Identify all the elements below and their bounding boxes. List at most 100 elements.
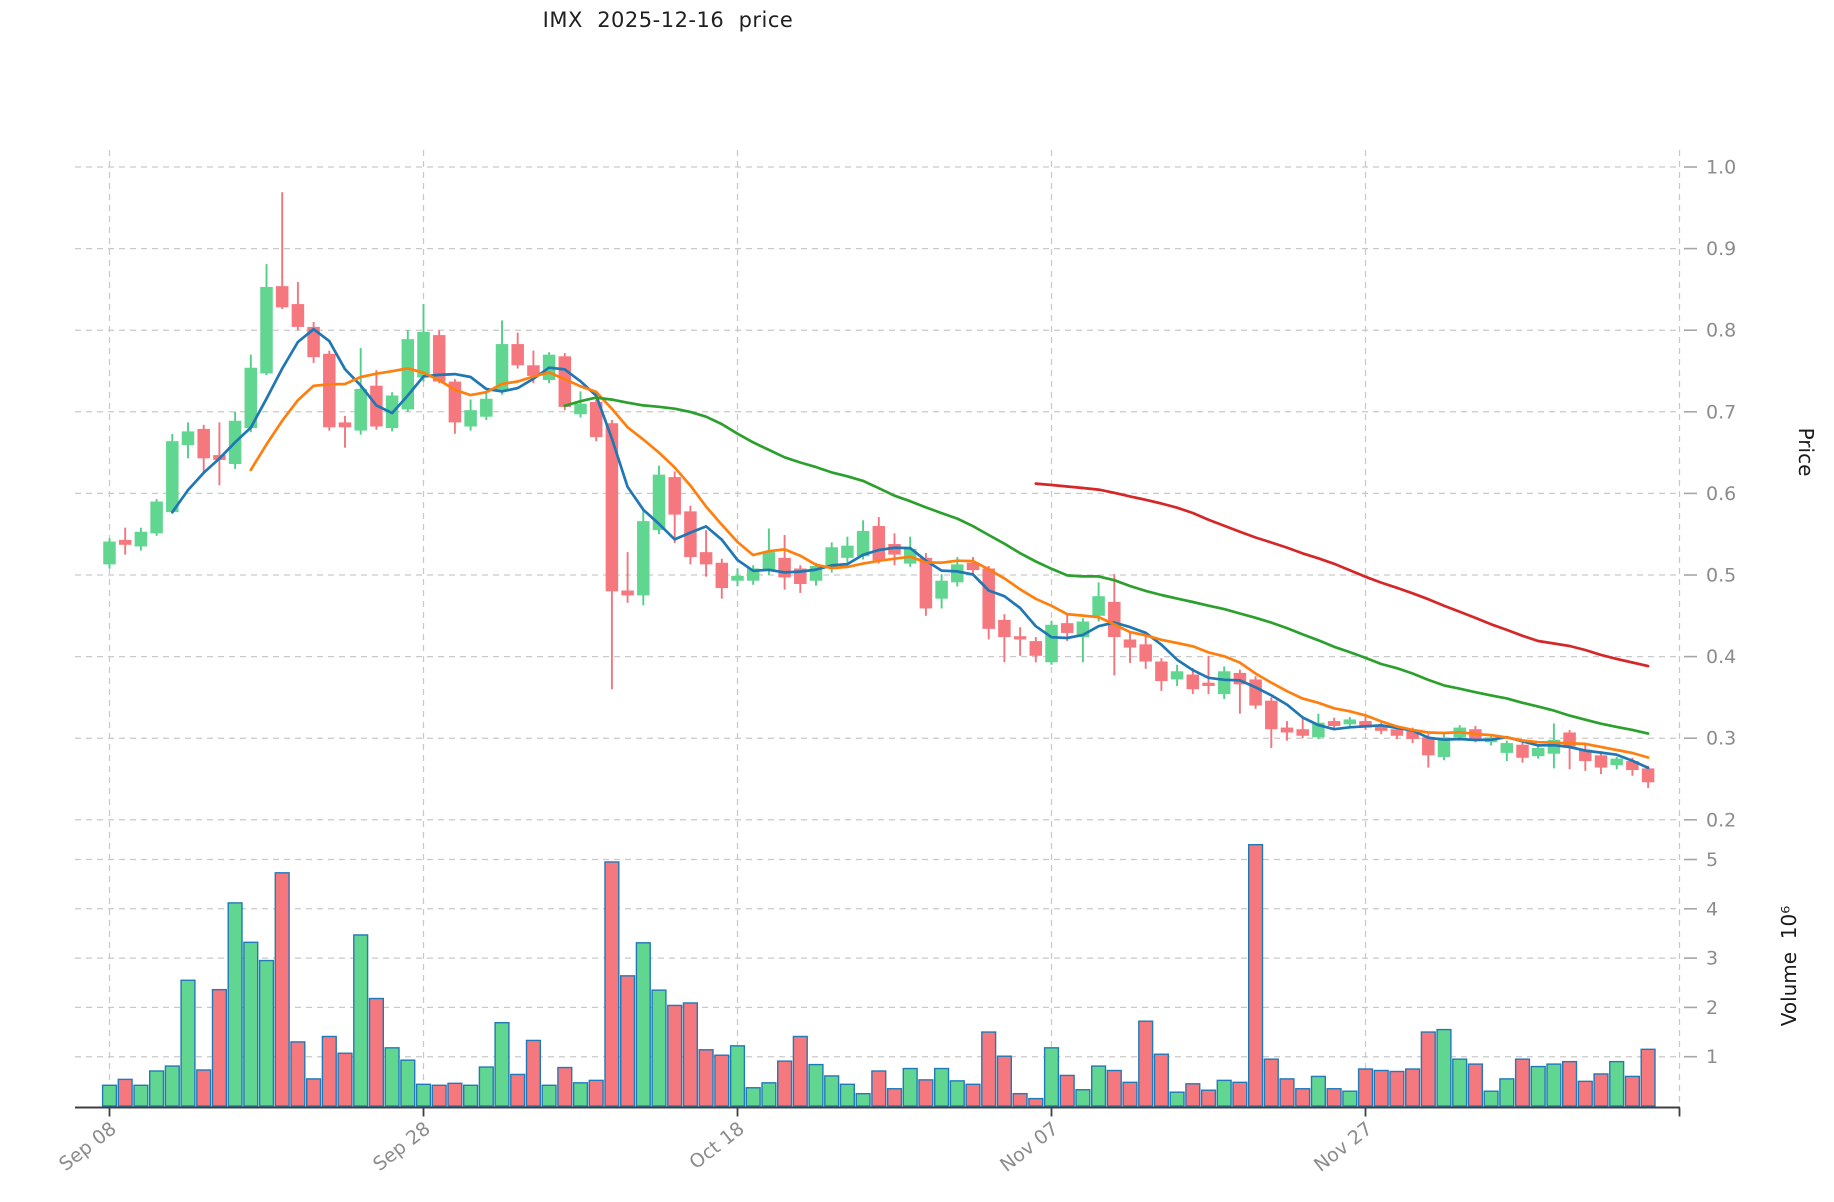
volume-bar-down <box>1247 844 1264 1107</box>
volume-bar-down <box>1012 1092 1028 1107</box>
candle-up <box>1217 671 1231 695</box>
volume-bar-down <box>290 1041 306 1107</box>
candle-up <box>574 403 587 415</box>
x-tick-label: Nov 07 <box>996 1118 1063 1177</box>
x-tick-label: Sep 28 <box>369 1118 435 1176</box>
volume-bar-up <box>258 959 275 1107</box>
volume-bar-down <box>792 1035 808 1107</box>
sma30-line <box>563 396 1650 735</box>
volume-bar-up <box>855 1092 871 1107</box>
sma60-line <box>1034 482 1650 668</box>
volume-bar-down <box>1028 1097 1044 1107</box>
candle-down <box>1406 730 1419 740</box>
candle-down <box>998 619 1011 638</box>
volume-bar-down <box>682 1002 699 1107</box>
candle-down <box>338 422 352 428</box>
volume-bar-up <box>1452 1058 1468 1107</box>
candle-down <box>699 552 713 565</box>
candle-down <box>982 568 995 629</box>
volume-bar-down <box>510 1073 526 1107</box>
volume-bar-down <box>1420 1031 1436 1107</box>
candle-up <box>354 388 367 431</box>
volume-bar-down <box>714 1054 730 1107</box>
volume-bar-down <box>447 1082 463 1107</box>
volume-bar-down <box>1640 1048 1656 1107</box>
volume-bar-up <box>1169 1091 1185 1107</box>
candle-down <box>291 304 305 327</box>
volume-bar-down <box>996 1055 1013 1107</box>
volume-bar-down <box>1593 1073 1609 1107</box>
candle-down <box>1516 744 1529 758</box>
candle-up <box>951 564 964 583</box>
volume-bar-up <box>1090 1065 1107 1107</box>
volume-bar-down <box>1561 1060 1578 1107</box>
candle-up <box>841 545 854 558</box>
candle-down <box>1422 737 1435 756</box>
price-tick-label: 0.3 <box>1706 728 1736 750</box>
candle-down <box>1139 644 1152 662</box>
volume-bar-up <box>1530 1065 1546 1107</box>
candle-down <box>1186 674 1200 690</box>
volume-bar-down <box>557 1066 573 1107</box>
volume-bar-down <box>1279 1078 1295 1107</box>
volume-bar-up <box>353 934 369 1107</box>
candle-down <box>919 557 933 609</box>
volume-bar-down <box>1357 1068 1374 1107</box>
volume-bar-up <box>1483 1090 1499 1107</box>
candle-up <box>652 474 666 531</box>
volume-bar-up <box>400 1059 416 1107</box>
candle-up <box>166 441 179 513</box>
volume-bar-up <box>133 1084 149 1107</box>
volume-bar-up <box>651 989 667 1107</box>
candle-up <box>244 367 258 429</box>
volume-bar-up <box>243 941 259 1107</box>
candle-down <box>527 365 540 376</box>
volume-bar-down <box>1122 1081 1138 1107</box>
volume-bar-down <box>981 1031 997 1107</box>
volume-bar-up <box>1546 1063 1562 1107</box>
volume-bar-up <box>1499 1078 1515 1107</box>
candle-up <box>731 575 744 581</box>
volume-bar-up <box>635 942 651 1107</box>
sma10-line <box>249 366 1650 759</box>
candle-down <box>605 423 619 592</box>
candle-down <box>1641 768 1655 783</box>
candle-up <box>134 531 148 547</box>
chart-title: IMX 2025-12-16 price <box>542 8 794 32</box>
price-tick-label: 0.4 <box>1706 646 1736 668</box>
volume-bar-down <box>1404 1068 1421 1107</box>
volume-bar-up <box>761 1082 777 1107</box>
volume-bar-up <box>839 1083 856 1107</box>
candle-down <box>1579 749 1592 762</box>
volume-bar-up <box>227 902 243 1107</box>
price-tick-label: 0.9 <box>1706 238 1736 260</box>
candle-down <box>323 353 336 428</box>
volume-bar-down <box>321 1035 337 1107</box>
volume-bar-down <box>1295 1088 1311 1107</box>
volume-bar-up <box>1436 1028 1452 1107</box>
volume-bar-down <box>211 988 228 1107</box>
volume-bar-down <box>1373 1069 1389 1107</box>
volume-bar-down <box>196 1069 212 1107</box>
volume-bar-up <box>934 1067 950 1107</box>
volume-bar-down <box>871 1070 887 1107</box>
volume-bar-up <box>541 1084 557 1107</box>
volume-tick-label: 3 <box>1706 948 1718 970</box>
candle-down <box>432 335 446 382</box>
candle-down <box>668 477 681 515</box>
candle-down <box>778 557 791 578</box>
volume-bar-down <box>1389 1070 1405 1107</box>
candle-up <box>825 547 838 569</box>
candle-down <box>1123 639 1137 648</box>
candle-down <box>118 539 132 545</box>
price-tick-label: 0.8 <box>1706 320 1736 342</box>
candle-down <box>1155 661 1168 682</box>
volume-bar-up <box>101 1084 118 1107</box>
candle-up <box>1045 624 1058 663</box>
volume-bar-up <box>1075 1089 1091 1107</box>
volume-bar-down <box>274 872 290 1107</box>
volume-tick-label: 5 <box>1706 849 1718 871</box>
volume-bar-up <box>729 1045 746 1107</box>
candle-up <box>1092 596 1105 616</box>
